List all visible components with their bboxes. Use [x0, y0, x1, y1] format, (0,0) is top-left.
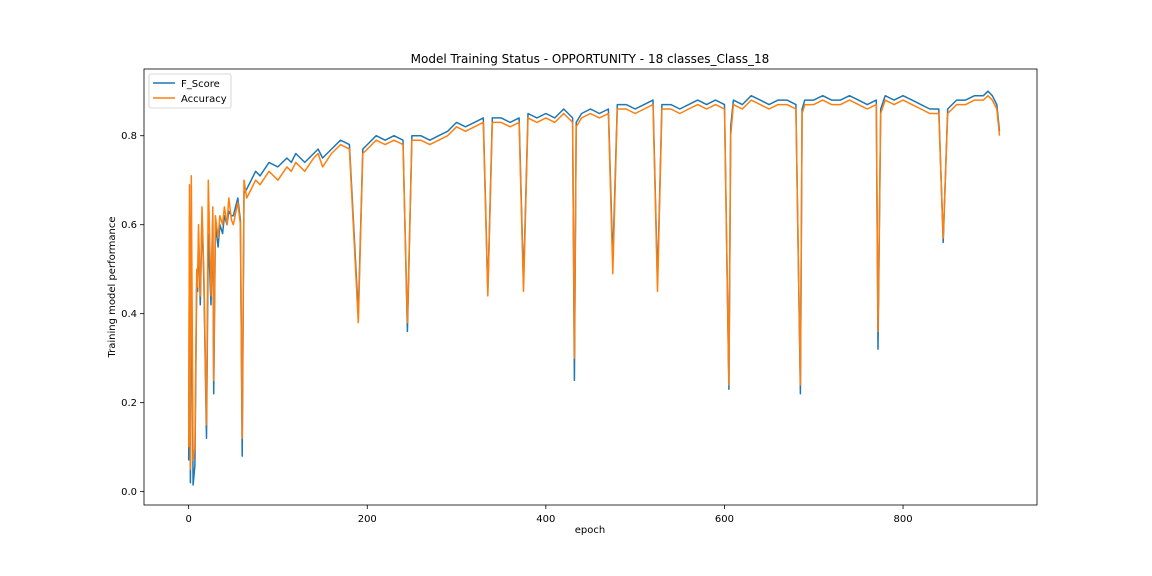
y-tick-label: 0.6: [121, 220, 137, 231]
y-axis-label: Training model performance: [107, 217, 118, 359]
x-axis-ticks: 0 200 400 600 800: [185, 505, 913, 525]
legend-label-accuracy: Accuracy: [181, 94, 227, 105]
series-line-accuracy: [187, 94, 1001, 471]
x-tick-label: 800: [894, 514, 913, 525]
y-tick-label: 0.8: [121, 131, 137, 142]
y-tick-label: 0.4: [121, 309, 137, 320]
chart-title: Model Training Status - OPPORTUNITY - 18…: [411, 52, 770, 66]
x-tick-label: 400: [536, 514, 555, 525]
plot-area: [143, 68, 1038, 506]
y-axis-ticks: 0.0 0.2 0.4 0.6 0.8: [121, 131, 144, 498]
legend-label-f-score: F_Score: [181, 79, 220, 90]
legend: F_Score Accuracy: [148, 73, 232, 109]
x-tick-label: 200: [358, 514, 377, 525]
x-tick-label: 600: [715, 514, 734, 525]
x-axis-label: epoch: [575, 525, 605, 536]
x-tick-label: 0: [185, 514, 191, 525]
y-tick-label: 0.2: [121, 398, 137, 409]
y-tick-label: 0.0: [121, 487, 137, 498]
series-layer: [187, 90, 1001, 486]
